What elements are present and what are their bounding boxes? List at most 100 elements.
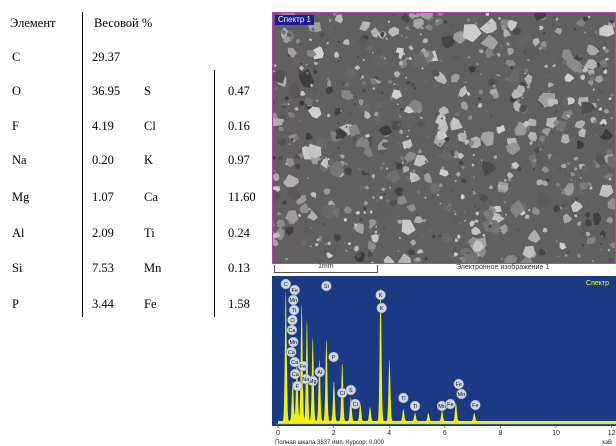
peak-badge-label: S [349, 388, 353, 394]
peak-badge-label: Fe [455, 382, 461, 388]
scale-label: 1mm [318, 263, 334, 270]
element-symbol: Al [12, 226, 25, 240]
peak-badge [456, 388, 467, 400]
peak-badge-label: F [296, 384, 300, 390]
peak-badge-label: Ca [288, 328, 296, 334]
element-symbol: P [12, 297, 19, 311]
element-weight: 29.37 [92, 50, 121, 64]
element-weight: 1.07 [92, 190, 114, 204]
x-tick-label: 8 [498, 430, 502, 437]
element-symbol: O [12, 84, 22, 98]
peak-badge-label: Mn [458, 392, 466, 398]
peak-badge-label: Fe [291, 288, 297, 294]
table-row: C 29.37 [0, 50, 268, 70]
peak-badge [398, 392, 409, 404]
element-symbol: S [144, 84, 151, 98]
peak-badge-label: Fe [300, 364, 306, 370]
element-symbol: Si [12, 261, 23, 275]
peak-badge-label: Ti [413, 404, 417, 410]
peak-badge [280, 278, 292, 290]
spectrum-peaks [278, 287, 616, 424]
peak-badge-label: Mn [289, 298, 297, 304]
peak-badge-label: Fe [472, 403, 478, 409]
element-symbol: K [144, 153, 154, 167]
element-weight: 36.95 [92, 84, 121, 98]
element-weight: 2.09 [92, 226, 114, 240]
peak-badge-label: Fe [447, 402, 453, 408]
peak-badge [350, 398, 361, 410]
peak-badge [300, 373, 312, 385]
header-weight-percent: Весовой % [94, 16, 153, 30]
element-symbol: Ti [144, 226, 155, 240]
peak-badge-label: Mn [438, 404, 446, 410]
peak-badge-label: K [380, 306, 384, 312]
x-tick-label: 6 [443, 430, 447, 437]
sem-micrograph: Спектр 1 [272, 12, 616, 264]
table-row: Mg 1.07 Ca 11.60 [0, 190, 268, 210]
spectrum-background [272, 276, 616, 426]
peak-badge [376, 302, 387, 314]
table-row: Na 0.20 K 0.97 [0, 153, 268, 173]
element-weight: 0.24 [228, 226, 250, 240]
element-weight: 0.16 [228, 119, 250, 133]
element-weight: 11.60 [228, 190, 256, 204]
peak-badge-label: Mg [309, 379, 317, 385]
peak-badge [288, 336, 299, 348]
table-row: Al 2.09 Ti 0.24 [0, 226, 268, 246]
element-weight: 0.20 [92, 153, 114, 167]
spectrum-footer: Полная шкала 3837 имп. Курсор: 0.000 [275, 440, 385, 446]
divider-left [82, 12, 83, 317]
eds-spectrum: Спектр C Fe Mn Ti O Ca Fe Mn Ca Ca Ca Si Al Mg Na F P Cl S… [272, 276, 616, 446]
peak-badge-label: Na [302, 377, 310, 383]
sem-texture [273, 13, 615, 263]
peak-badge-label: O [290, 318, 295, 324]
peak-badge [286, 346, 297, 358]
table-row: F 4.19 Cl 0.16 [0, 119, 268, 139]
peak-badge [445, 398, 456, 410]
header-element: Элемент [10, 16, 56, 30]
table-row: Si 7.53 Mn 0.13 [0, 261, 268, 281]
element-symbol: Mn [144, 261, 162, 275]
spectrum-tag: Спектр 1 [275, 15, 314, 25]
divider-right [214, 70, 215, 317]
x-tick-label: 12 [608, 430, 616, 437]
peak-badge-label: Cl [353, 402, 358, 408]
element-weight: 0.97 [228, 153, 250, 167]
table-row: P 3.44 Fe 1.58 [0, 297, 268, 317]
element-weight: 1.58 [228, 297, 250, 311]
peak-badge [375, 289, 386, 301]
unit-label: кэВ [602, 440, 612, 446]
x-tick-label: 10 [552, 430, 560, 437]
element-weight: 7.53 [92, 261, 114, 275]
peak-badge-label: Ca [292, 372, 300, 378]
element-symbol: Ca [144, 190, 158, 204]
element-symbol: Mg [12, 190, 30, 204]
peak-badge-label: Mn [289, 340, 297, 346]
peak-badge-label: Ca [291, 360, 299, 366]
peak-badge [289, 356, 300, 368]
peak-badge-label: C [284, 282, 288, 288]
peak-badge [345, 384, 357, 396]
element-symbol: F [12, 119, 19, 133]
peak-badge-label: K [379, 293, 383, 299]
peak-badge [289, 368, 301, 380]
peak-badge [321, 280, 332, 292]
peak-badge-label: Si [324, 284, 329, 290]
peak-badge [314, 366, 325, 378]
peak-badge-label: Ti [292, 308, 296, 314]
element-weight: 4.19 [92, 119, 114, 133]
composition-table: Элемент Весовой % C 29.37 O 36.95 S 0.47… [0, 0, 268, 330]
element-weight: 3.44 [92, 297, 114, 311]
x-tick-label: 2 [332, 430, 336, 437]
table-row: O 36.95 S 0.47 [0, 84, 268, 104]
peak-badge [470, 399, 481, 411]
peak-badge-label: P [332, 355, 336, 361]
peak-badge-label: Cl [340, 391, 345, 397]
peak-badge [288, 304, 300, 316]
element-weight: 0.47 [228, 84, 250, 98]
element-symbol: Na [12, 153, 27, 167]
peak-badge [453, 378, 464, 390]
element-symbol: Cl [144, 119, 156, 133]
